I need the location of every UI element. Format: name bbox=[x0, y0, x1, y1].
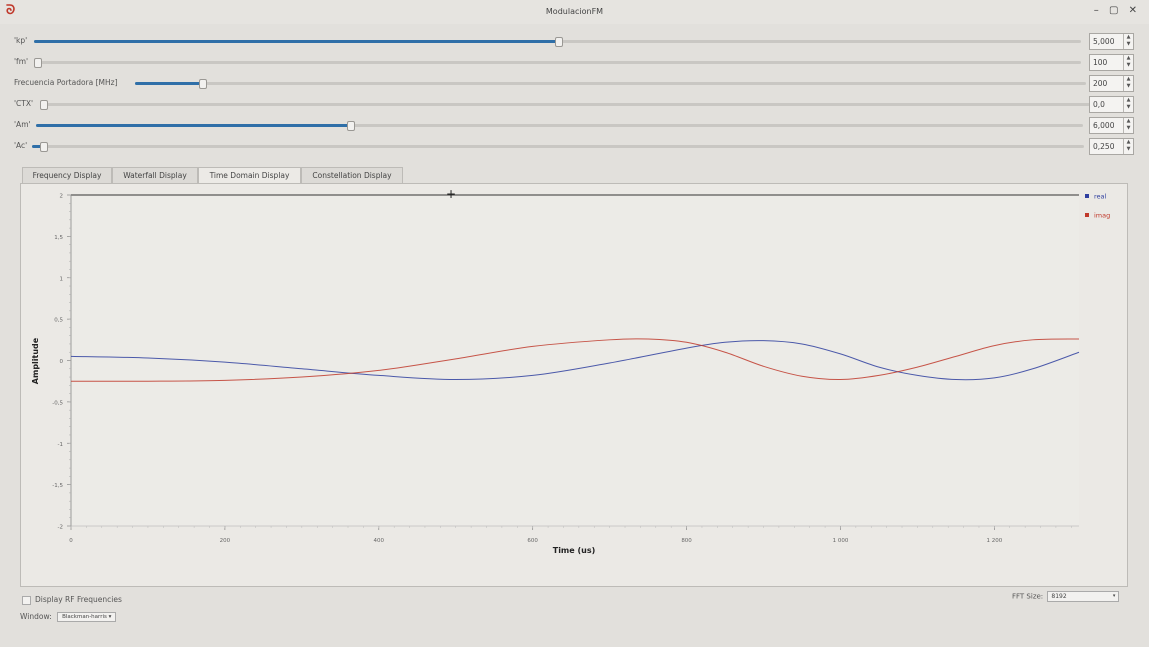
tab-frequency-display[interactable]: Frequency Display bbox=[22, 167, 112, 184]
slider-handle[interactable] bbox=[34, 58, 42, 68]
legend-swatch-real bbox=[1085, 194, 1089, 198]
x-tick-label: 800 bbox=[681, 538, 692, 544]
am-spinbox[interactable]: 6,000 ▲ ▼ bbox=[1089, 117, 1134, 134]
param-label: Frecuencia Portadora [MHz] bbox=[14, 78, 118, 87]
window-title: ModulacionFM bbox=[545, 7, 604, 16]
param-row-ctx: 'CTX' 0,0 ▲ ▼ bbox=[0, 95, 1149, 115]
fm-spinbox[interactable]: 100 ▲ ▼ bbox=[1089, 54, 1134, 71]
frecuencia-portadora-slider[interactable] bbox=[135, 79, 1086, 89]
y-tick-label: -1,5 bbox=[52, 483, 63, 489]
y-axis-label: Amplitude bbox=[31, 337, 40, 384]
x-tick-label: 1 000 bbox=[833, 538, 849, 544]
y-tick-label: 1,5 bbox=[54, 235, 63, 241]
param-label: 'CTX' bbox=[14, 99, 34, 108]
display-rf-label: Display RF Frequencies bbox=[35, 595, 122, 604]
slider-handle[interactable] bbox=[40, 100, 48, 110]
spinbox-value: 200 bbox=[1093, 79, 1108, 88]
time-domain-plot[interactable]: +2 1,5 1 0,5 0 -0,5 -1 -1,5 -2 0 200 400 600 800 1 000… bbox=[21, 184, 1127, 586]
series-line-imag bbox=[70, 338, 1080, 382]
slider-fill bbox=[135, 82, 202, 85]
title-bar: ᘐ ModulacionFM – ▢ ✕ bbox=[0, 0, 1149, 24]
y-tick-label: 0,5 bbox=[54, 318, 63, 324]
param-row-frecuencia-portadora: Frecuencia Portadora [MHz] 200 ▲ ▼ bbox=[0, 74, 1149, 94]
window-controls: – ▢ ✕ bbox=[1087, 5, 1137, 16]
y-tick-label: -1 bbox=[58, 442, 63, 448]
plot-area bbox=[71, 195, 1079, 526]
spin-arrows-icon[interactable]: ▲ ▼ bbox=[1123, 34, 1133, 49]
y-tick-label: 2 bbox=[60, 194, 64, 200]
x-tick-label: 0 bbox=[69, 538, 73, 544]
spin-arrows-icon[interactable]: ▲ ▼ bbox=[1123, 97, 1133, 112]
param-label: 'fm' bbox=[14, 57, 29, 66]
fm-slider[interactable] bbox=[34, 58, 1081, 68]
minimize-button[interactable]: – bbox=[1093, 5, 1099, 16]
series-line-real bbox=[70, 340, 1080, 381]
am-slider[interactable] bbox=[36, 121, 1083, 131]
window-selector-row: Window: Blackman-harris ▾ bbox=[20, 612, 117, 622]
time-domain-panel: +2 1,5 1 0,5 0 -0,5 -1 -1,5 -2 0 200 400 600 800 1 000… bbox=[20, 183, 1128, 587]
checkbox-box[interactable] bbox=[22, 595, 31, 605]
ctx-spinbox[interactable]: 0,0 ▲ ▼ bbox=[1089, 96, 1134, 113]
app-icon: ᘐ bbox=[6, 3, 16, 18]
slider-handle[interactable] bbox=[199, 79, 207, 89]
x-tick-label: 1 200 bbox=[986, 538, 1002, 544]
param-label: 'Am' bbox=[14, 120, 31, 129]
slider-fill bbox=[36, 124, 350, 127]
tab-waterfall-display[interactable]: Waterfall Display bbox=[112, 167, 198, 184]
slider-handle[interactable] bbox=[555, 37, 563, 47]
slider-fill bbox=[32, 145, 43, 148]
fft-size-value: 8192 bbox=[1051, 593, 1067, 600]
spinbox-value: 0,250 bbox=[1093, 142, 1115, 151]
spin-arrows-icon[interactable]: ▲ ▼ bbox=[1123, 76, 1133, 91]
spinbox-value: 0,0 bbox=[1093, 100, 1105, 109]
close-button[interactable]: ✕ bbox=[1128, 5, 1137, 16]
param-label: 'kp' bbox=[14, 36, 28, 45]
x-axis-label: Time (us) bbox=[553, 546, 596, 555]
param-row-fm: 'fm' 100 ▲ ▼ bbox=[0, 53, 1149, 73]
y-tick-label: 0 bbox=[60, 359, 64, 365]
tab-constellation-display[interactable]: Constellation Display bbox=[301, 167, 403, 184]
window-select[interactable]: Blackman-harris ▾ bbox=[57, 612, 117, 622]
ctx-slider[interactable] bbox=[40, 100, 1090, 110]
legend-label-imag: imag bbox=[1094, 212, 1110, 220]
legend-swatch-imag bbox=[1085, 213, 1089, 217]
frecuencia-portadora-spinbox[interactable]: 200 ▲ ▼ bbox=[1089, 75, 1134, 92]
y-tick-label: -0,5 bbox=[52, 400, 63, 406]
maximize-button[interactable]: ▢ bbox=[1108, 5, 1119, 16]
param-label: 'Ac' bbox=[14, 141, 28, 150]
fft-size-label: FFT Size: bbox=[1012, 592, 1044, 601]
cursor-crosshair-icon: + bbox=[446, 187, 456, 201]
kp-spinbox[interactable]: 5,000 ▲ ▼ bbox=[1089, 33, 1134, 50]
chevron-down-icon: ▾ bbox=[108, 614, 112, 620]
ac-spinbox[interactable]: 0,250 ▲ ▼ bbox=[1089, 138, 1134, 155]
fft-size-select[interactable]: 8192 ▾ bbox=[1047, 591, 1120, 602]
y-tick-label: 1 bbox=[60, 276, 64, 282]
spinbox-value: 6,000 bbox=[1093, 121, 1115, 130]
spinbox-value: 100 bbox=[1093, 58, 1108, 67]
kp-slider[interactable] bbox=[34, 37, 1081, 47]
x-tick-label: 200 bbox=[220, 538, 231, 544]
spin-arrows-icon[interactable]: ▲ ▼ bbox=[1123, 139, 1133, 154]
spin-arrows-icon[interactable]: ▲ ▼ bbox=[1123, 55, 1133, 70]
x-tick-label: 600 bbox=[527, 538, 538, 544]
spin-arrows-icon[interactable]: ▲ ▼ bbox=[1123, 118, 1133, 133]
param-row-kp: 'kp' 5,000 ▲ ▼ bbox=[0, 32, 1149, 52]
slider-handle[interactable] bbox=[347, 121, 355, 131]
legend-label-real: real bbox=[1094, 193, 1107, 201]
slider-fill bbox=[34, 40, 558, 43]
window-select-value: Blackman-harris bbox=[62, 614, 107, 620]
window-label: Window: bbox=[20, 612, 52, 621]
tab-time-domain-display[interactable]: Time Domain Display bbox=[198, 167, 301, 185]
chevron-down-icon: ▾ bbox=[1112, 593, 1116, 599]
display-rf-frequencies-checkbox[interactable]: Display RF Frequencies bbox=[22, 595, 122, 605]
x-tick-label: 400 bbox=[374, 538, 385, 544]
spinbox-value: 5,000 bbox=[1093, 37, 1115, 46]
param-row-am: 'Am' 6,000 ▲ ▼ bbox=[0, 116, 1149, 136]
slider-handle[interactable] bbox=[40, 142, 48, 152]
fft-size-row: FFT Size: 8192 ▾ bbox=[1012, 591, 1120, 602]
param-row-ac: 'Ac' 0,250 ▲ ▼ bbox=[0, 137, 1149, 157]
y-tick-label: -2 bbox=[58, 525, 63, 531]
ac-slider[interactable] bbox=[32, 142, 1084, 152]
